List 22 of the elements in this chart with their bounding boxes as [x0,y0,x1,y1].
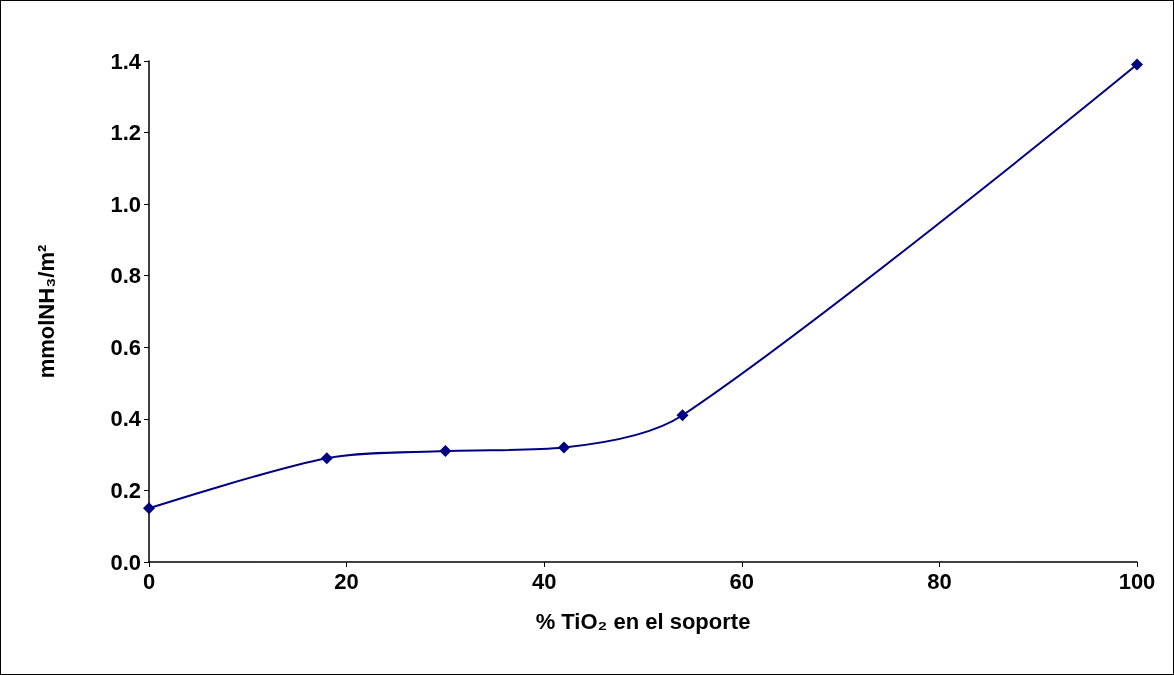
y-tick-label: 0.4 [110,406,142,432]
point [320,452,333,465]
x-tick-label: 80 [927,568,952,594]
point [676,409,689,422]
point [557,441,570,454]
x-axis-title: % TiO₂ en el soporte [535,608,751,634]
point [439,445,452,458]
x-tick-label: 20 [334,568,359,594]
x-tick-label: 100 [1118,568,1156,594]
y-axis-title: mmolNH₃/m² [33,244,59,379]
y-tick-label: 0.8 [110,263,141,289]
y-tick-label: 1.0 [110,191,141,217]
y-tick-label: 0.0 [110,549,141,575]
y-tick-label: 0.2 [110,477,141,503]
y-tick-label: 1.2 [110,120,141,146]
point [143,502,155,515]
x-tick-label: 0 [142,568,156,594]
x-tick-label: 40 [531,568,557,594]
x-tick-label: 60 [729,568,755,594]
y-tick-label: 0.6 [110,334,141,360]
point [1131,58,1143,71]
y-tick-label: 1.4 [110,48,142,74]
